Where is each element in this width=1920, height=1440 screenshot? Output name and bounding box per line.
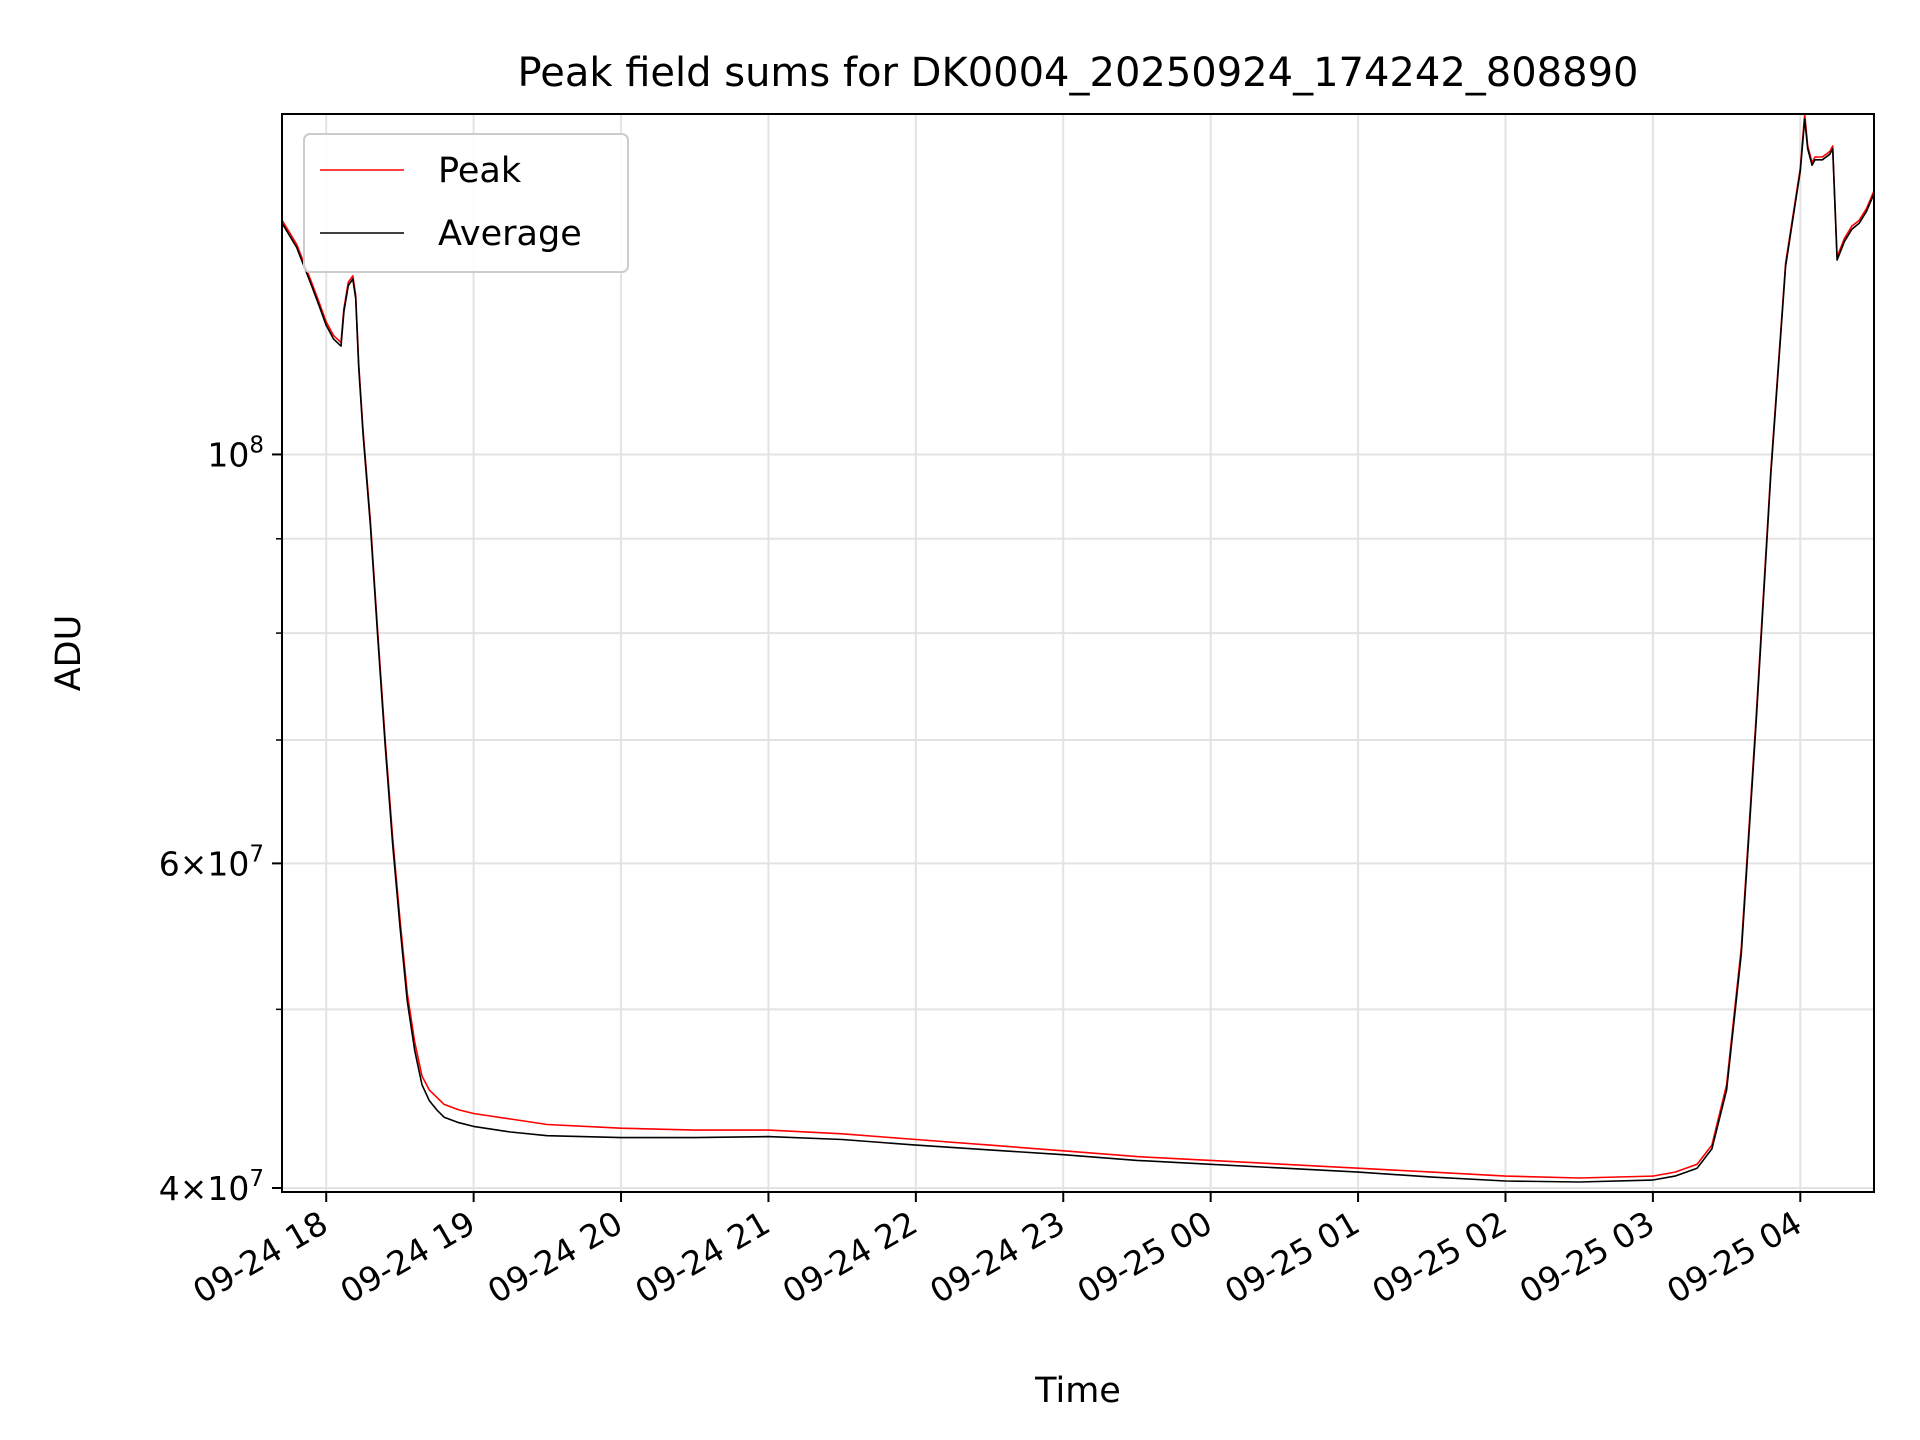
y-tick-label: 4×107 [159, 1166, 264, 1208]
chart-title: Peak field sums for DK0004_20250924_1742… [518, 50, 1639, 96]
y-axis-label: ADU [49, 615, 89, 692]
y-tick-label: 6×107 [159, 841, 264, 883]
legend-label-average: Average [438, 214, 582, 254]
legend-label-peak: Peak [438, 151, 522, 191]
legend-box [303, 133, 629, 273]
series-line-average [281, 118, 1875, 1183]
series-lines [281, 113, 1875, 1183]
legend: Peak Average [303, 133, 629, 273]
y-tick-label: 108 [207, 432, 264, 474]
grid-lines [282, 114, 1874, 1192]
plot-frame [281, 113, 1875, 1193]
y-axis-ticks: 4×107 6×107 108 [159, 432, 282, 1208]
x-axis-label: Time [1034, 1371, 1121, 1411]
